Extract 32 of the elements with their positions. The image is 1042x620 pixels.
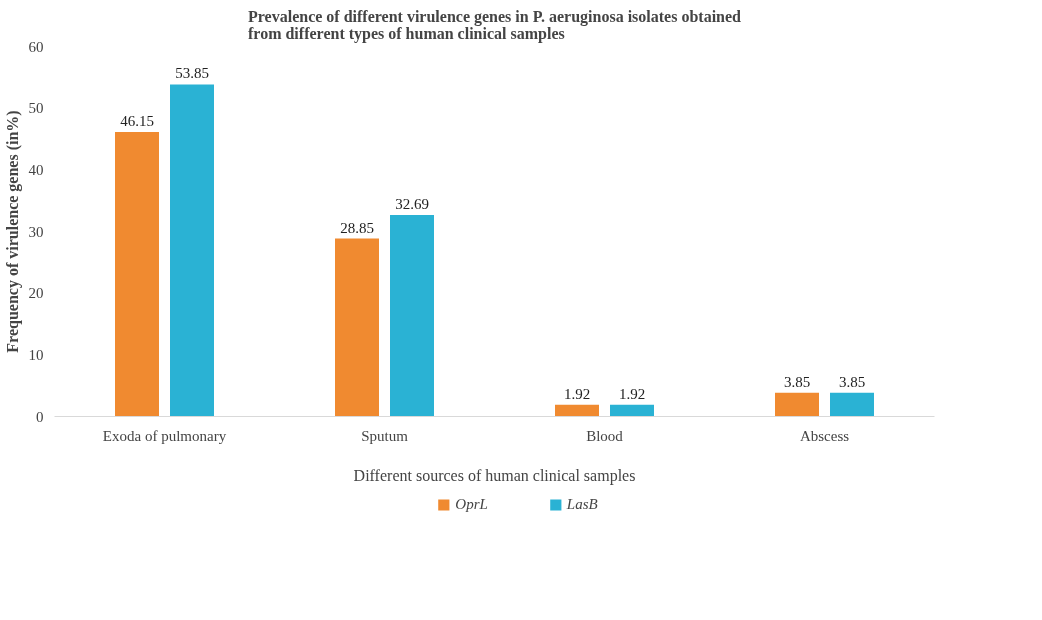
bar [610,404,654,417]
bar [170,84,214,417]
y-tick-label: 50 [28,100,44,117]
x-tick-label: Exoda of pulmonary [102,427,227,444]
data-label: 53.85 [175,65,209,82]
x-tick-label: Blood [586,427,624,444]
data-label: 1.92 [563,385,591,402]
data-label: 3.85 [783,373,811,390]
y-tick-label: 60 [28,38,44,55]
data-label: 46.15 [120,112,154,129]
bar [555,404,599,417]
x-axis-title: Different sources of human clinical samples [353,466,636,485]
data-label: 1.92 [618,385,646,402]
bar [115,131,159,417]
y-tick-label: 40 [28,161,44,178]
legend-label: LasB [566,495,598,513]
bar [830,392,874,417]
data-label: 3.85 [838,373,866,390]
chart-title: Prevalence of different virulence genes in P. aeruginosa isolates obtained from different types of human clinical samples [248,7,742,43]
y-tick-label: 0 [36,408,44,425]
data-label: 32.69 [395,195,429,212]
legend-label: OprL [455,495,488,513]
y-tick-label: 10 [28,346,44,363]
bar [335,238,379,417]
data-label: 28.85 [340,219,374,236]
x-tick-label: Abscess [799,427,850,444]
bar [775,392,819,417]
y-tick-label: 20 [28,285,44,302]
y-axis-title: Frequency of virulence genes (in%) [3,110,22,353]
bar [390,214,434,417]
x-tick-label: Sputum [361,427,409,444]
y-tick-label: 30 [28,223,44,240]
